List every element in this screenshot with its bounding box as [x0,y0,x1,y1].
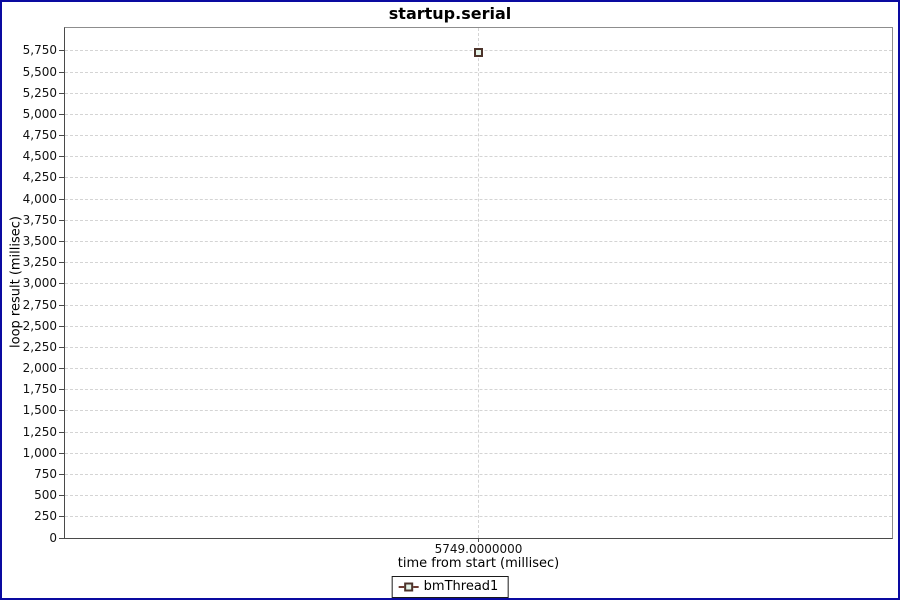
y-tick-mark [59,262,64,264]
y-tick-label: 2,250 [22,339,57,354]
y-tick-label: 4,500 [22,149,57,164]
data-point-marker [474,48,483,58]
y-tick-mark [59,198,64,200]
y-tick-mark [59,177,64,179]
x-gridline [478,28,479,538]
plot-area[interactable] [64,27,893,539]
x-axis-label: time from start (millisec) [397,556,560,571]
y-tick-mark [59,71,64,73]
y-tick-label: 4,750 [22,128,57,143]
y-tick-mark [59,431,64,433]
y-tick-label: 5,250 [22,85,57,100]
y-tick-mark [59,92,64,94]
y-tick-mark [59,219,64,221]
y-tick-mark [59,50,64,52]
y-tick-mark [59,410,64,412]
y-tick-label: 1,000 [22,445,57,460]
y-tick-label: 3,750 [22,212,57,227]
y-tick-label: 1,500 [22,403,57,418]
y-tick-label: 4,000 [22,191,57,206]
y-tick-label: 500 [34,488,57,503]
legend-square-marker-icon [398,582,419,592]
y-tick-label: 5,000 [22,106,57,121]
x-tick-label: 5749.0000000 [434,542,523,556]
y-tick-mark [59,325,64,327]
legend-square-icon [404,582,414,592]
y-tick-mark [59,368,64,370]
legend-item-label: bmThread1 [423,579,499,594]
y-tick-mark [59,240,64,242]
y-tick-label: 2,500 [22,318,57,333]
y-tick-label: 750 [34,466,57,481]
y-tick-label: 5,500 [22,64,57,79]
y-tick-label: 3,250 [22,255,57,270]
y-tick-label: 250 [34,509,57,524]
y-tick-mark [59,516,64,518]
y-tick-label: 1,750 [22,382,57,397]
y-tick-mark [59,156,64,158]
y-tick-mark [59,304,64,306]
chart-title: startup.serial [388,4,512,23]
y-tick-mark [59,113,64,115]
y-tick-mark [59,283,64,285]
y-tick-mark [59,346,64,348]
y-tick-mark [59,389,64,391]
legend: bmThread1 [391,576,509,598]
y-tick-mark [59,452,64,454]
y-tick-mark [59,537,64,539]
y-tick-label: 2,000 [22,361,57,376]
y-tick-label: 4,250 [22,170,57,185]
y-tick-label: 3,000 [22,276,57,291]
y-tick-mark [59,495,64,497]
y-tick-label: 3,500 [22,233,57,248]
y-tick-label: 0 [49,530,57,545]
y-tick-mark [59,135,64,137]
y-tick-label: 2,750 [22,297,57,312]
y-tick-mark [59,473,64,475]
y-tick-label: 5,750 [22,43,57,58]
x-tick-mark [478,538,479,542]
y-tick-label: 1,250 [22,424,57,439]
